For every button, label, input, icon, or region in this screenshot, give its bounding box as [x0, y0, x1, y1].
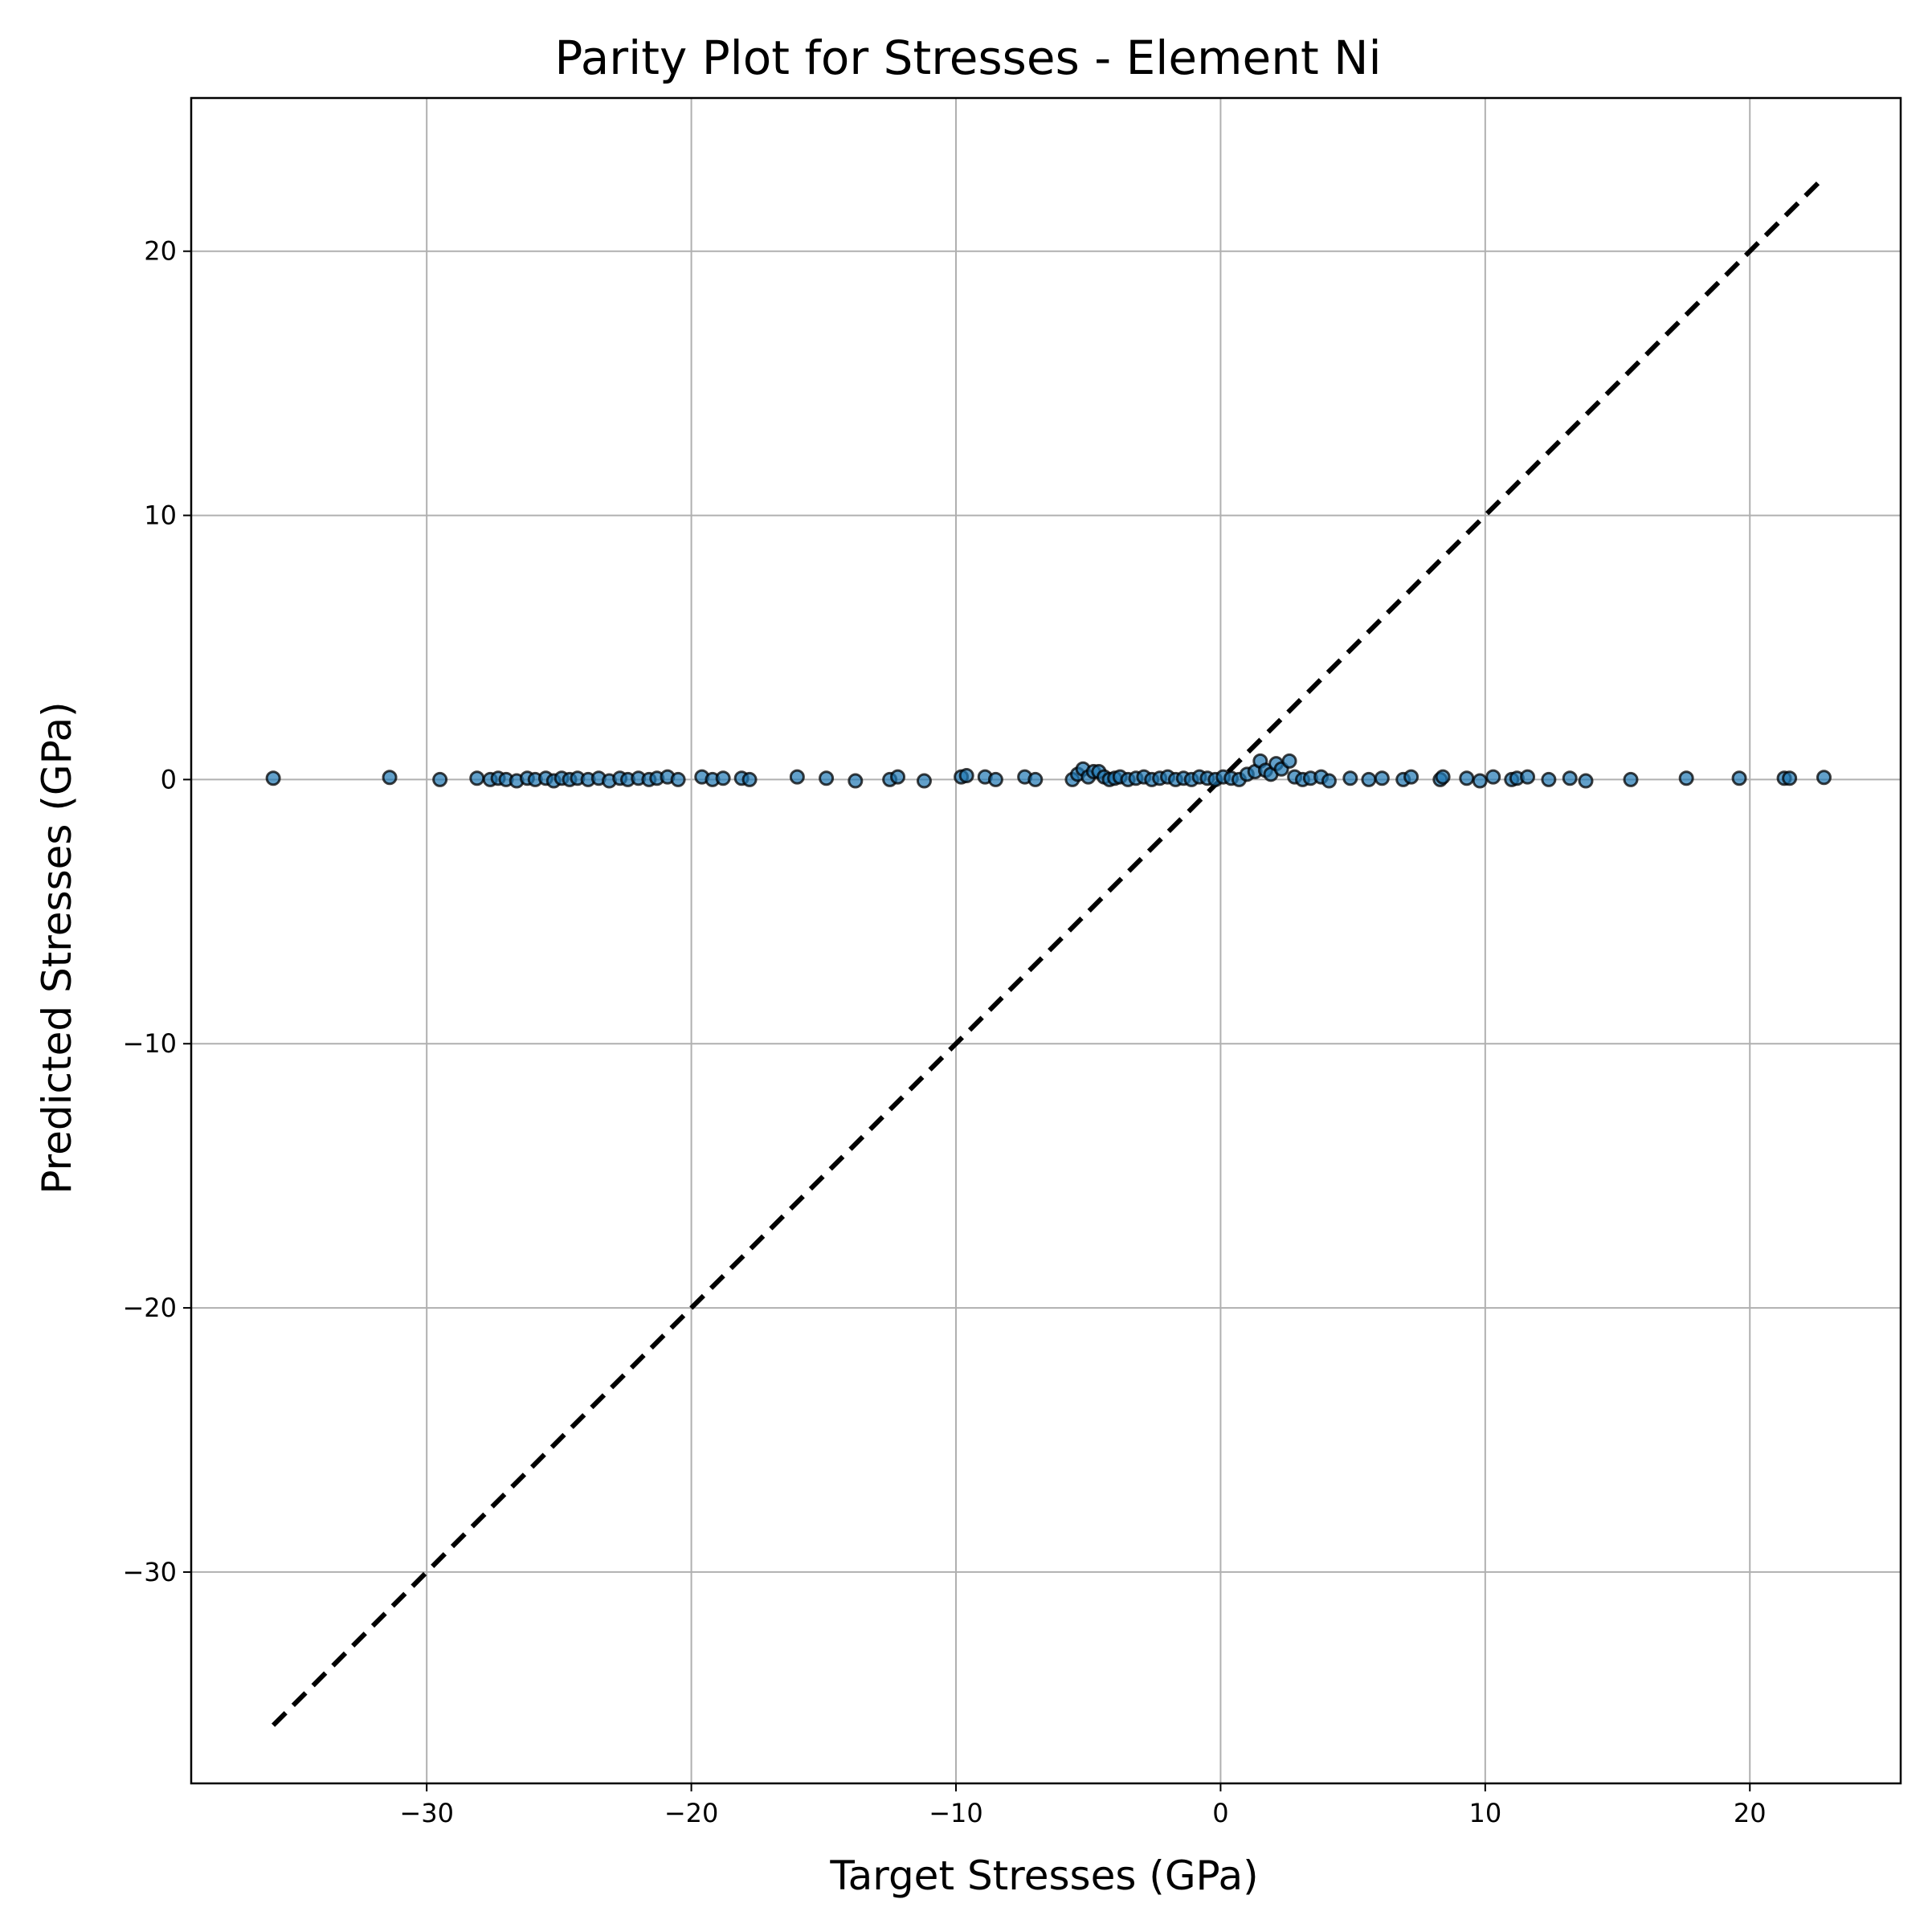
scatter-point — [1374, 770, 1390, 786]
x-tick-label: 20 — [1734, 1798, 1767, 1828]
scatter-point — [1342, 770, 1358, 786]
chart-title: Parity Plot for Stresses - Element Ni — [554, 31, 1381, 85]
scatter-point — [469, 770, 485, 786]
scatter-point — [1562, 770, 1578, 786]
scatter-point — [1816, 770, 1832, 786]
scatter-point — [1361, 771, 1377, 787]
x-tick-label: −20 — [664, 1798, 719, 1828]
y-axis-label: Predicted Stresses (GPa) — [34, 701, 80, 1194]
x-tick-label: 10 — [1468, 1798, 1501, 1828]
y-tick-label: 0 — [161, 764, 177, 794]
y-tick-label: 10 — [144, 500, 177, 531]
x-axis-label: Target Stresses (GPa) — [829, 1852, 1258, 1899]
x-tick-label: −30 — [399, 1798, 454, 1828]
y-tick-label: −20 — [122, 1293, 177, 1323]
grid-lines — [191, 98, 1901, 1783]
y-tick-label: −10 — [122, 1028, 177, 1059]
y-axis-ticks: −30 −20 −10 0 10 20 — [122, 236, 191, 1587]
x-axis-ticks: −30 −20 −10 0 10 20 — [399, 1783, 1767, 1828]
scatter-point — [1782, 770, 1798, 786]
scatter-point — [848, 773, 864, 789]
scatter-point — [1541, 771, 1557, 787]
scatter-point — [1472, 773, 1488, 789]
scatter-point — [819, 770, 835, 786]
scatter-point — [1731, 770, 1747, 786]
scatter-point — [890, 769, 906, 785]
scatter-point — [1520, 769, 1536, 785]
scatter-point — [1459, 770, 1475, 786]
x-tick-label: 0 — [1212, 1798, 1228, 1828]
scatter-point — [1623, 771, 1639, 787]
scatter-point — [1403, 769, 1419, 785]
scatter-point — [1678, 770, 1694, 786]
scatter-point — [1027, 771, 1044, 787]
scatter-point — [789, 769, 805, 785]
scatter-point — [987, 771, 1003, 787]
data-points — [265, 753, 1832, 789]
y-tick-label: −30 — [122, 1557, 177, 1587]
y-tick-label: 20 — [144, 236, 177, 267]
scatter-point — [1578, 773, 1594, 789]
scatter-point — [916, 773, 932, 789]
scatter-point — [1281, 753, 1297, 769]
scatter-point — [670, 771, 686, 787]
scatter-point — [1485, 769, 1501, 785]
scatter-point — [1435, 769, 1451, 785]
x-tick-label: −10 — [929, 1798, 983, 1828]
scatter-point — [382, 770, 398, 786]
scatter-point — [715, 770, 731, 786]
scatter-point — [432, 771, 448, 787]
plot-area-frame — [190, 96, 1902, 1785]
scatter-point — [741, 771, 758, 787]
scatter-point — [1321, 773, 1337, 789]
scatter-point — [265, 770, 281, 786]
scatter-point — [958, 767, 974, 783]
